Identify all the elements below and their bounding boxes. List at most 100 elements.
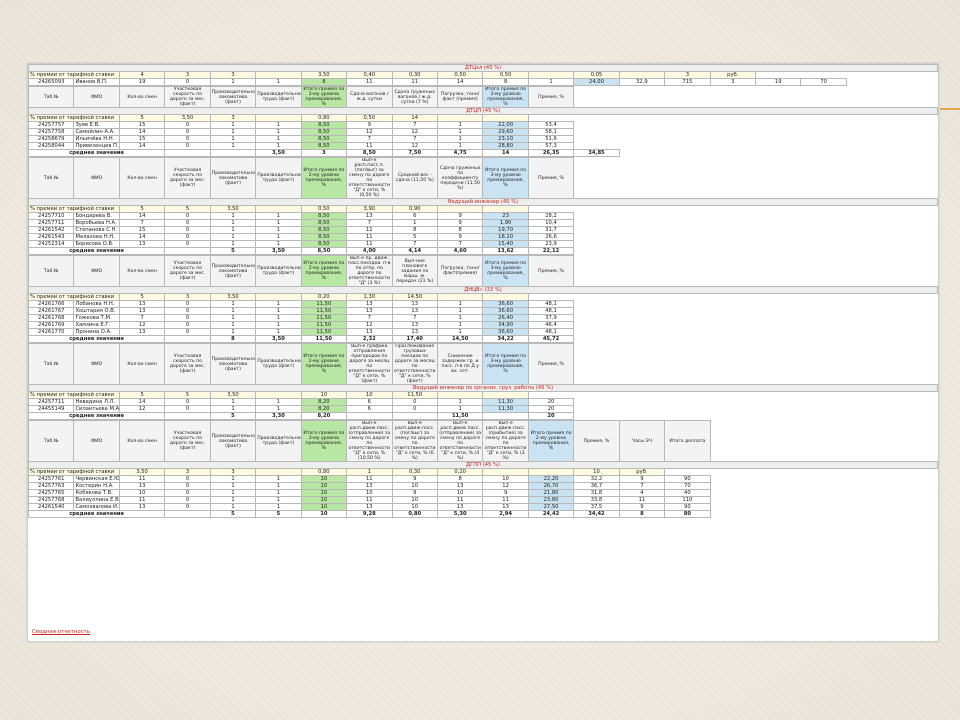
table-cell: 10 bbox=[436, 489, 484, 497]
column-header: Итого премия по 2-му уровню премирования… bbox=[300, 255, 348, 287]
table-cell: 1 bbox=[209, 398, 257, 406]
percent-cell: 0,40 bbox=[346, 71, 393, 79]
average-cell: 9,28 bbox=[346, 510, 393, 518]
table-row: 24257763 Костерин Н.А. 13 0 1 1 10 13 10 13 12 26,7… bbox=[28, 482, 938, 490]
tariff-percent-row: % премии от тарифной ставки 5 5 3,50 0,50 3,9… bbox=[28, 205, 938, 213]
table-cell: 1 bbox=[255, 233, 302, 241]
column-header: Сдача груженых по коэффициенту передачи … bbox=[436, 157, 484, 199]
table-cell: 14 bbox=[436, 78, 484, 86]
percent-cell: 0,50 bbox=[346, 114, 393, 122]
table-cell: 1 bbox=[436, 142, 484, 150]
column-header: Кол-во смен bbox=[118, 343, 166, 385]
percent-cell: 10 bbox=[300, 391, 348, 399]
percent-cell: руб. bbox=[709, 71, 757, 79]
average-cell bbox=[164, 247, 211, 255]
table-cell: 1 bbox=[255, 405, 302, 413]
table-cell: 11,50 bbox=[300, 328, 348, 336]
column-header: Участковая скорость по дороге за мес. (ф… bbox=[164, 86, 211, 108]
percent-cell: 10 bbox=[573, 468, 620, 476]
table-cell: 0 bbox=[164, 503, 211, 511]
table-cell: 1 bbox=[209, 489, 257, 497]
column-header: Итого премия по 3-му уровню премирования… bbox=[482, 343, 529, 385]
table-cell: 10 bbox=[300, 496, 348, 504]
average-cell: 8 bbox=[209, 335, 257, 343]
column-header: Итого премия по 3-му уровню премирования… bbox=[482, 86, 529, 108]
tariff-percent-row: % премии от тарифной ставки 4 3 3 3,50 0,40 0,… bbox=[28, 71, 938, 79]
percent-cell: 0,80 bbox=[300, 114, 348, 122]
table-cell: 0 bbox=[164, 398, 211, 406]
table-cell: 11 bbox=[436, 496, 484, 504]
percent-cell: 3 bbox=[164, 293, 211, 301]
table-header-row: Таб.№ ФИО Кол-во смен Участковая скорость п… bbox=[28, 343, 938, 385]
table-cell: 7 bbox=[118, 314, 166, 322]
table-cell: Червинская Е.Ю. bbox=[73, 475, 120, 483]
table-row: 24261767 Хоштария О.В. 13 0 1 1 11,50 13 13 1 36,6… bbox=[28, 307, 938, 315]
table-cell: 12 bbox=[346, 128, 393, 136]
table-cell: 1 bbox=[209, 212, 257, 220]
table-cell: 7 bbox=[436, 240, 484, 248]
table-cell: 48,1 bbox=[527, 307, 575, 315]
table-cell: 90 bbox=[664, 475, 711, 483]
table-cell: 1 bbox=[209, 226, 257, 234]
table-block-5: Таб.№ ФИО Кол-во смен Участковая скорость п… bbox=[28, 420, 938, 518]
average-row: среднее значение 5 3,30 8,20 11,50 20 bbox=[28, 412, 938, 420]
percent-cell: 5 bbox=[164, 205, 211, 213]
table-cell: 23,10 bbox=[482, 135, 529, 143]
summary-report-link[interactable]: Сводная отчетность bbox=[32, 629, 90, 635]
average-cell: 4,14 bbox=[391, 247, 438, 255]
percent-cell bbox=[527, 71, 575, 79]
percent-cell: 0,50 bbox=[300, 205, 348, 213]
table-row: 24257765 Кобякова Т.В. 10 0 1 1 10 10 9 10 9 21,80 3… bbox=[28, 489, 938, 497]
table-block-3: Таб.№ ФИО Кол-во смен Участковая скорость п… bbox=[28, 255, 938, 343]
table-cell: 1 bbox=[436, 328, 484, 336]
average-cell bbox=[164, 335, 211, 343]
table-cell: 1 bbox=[436, 135, 484, 143]
average-cell: 3,50 bbox=[255, 247, 302, 255]
percent-cell: 0,30 bbox=[391, 71, 438, 79]
average-cell: 2,32 bbox=[346, 335, 393, 343]
column-header: Кол-во смен bbox=[118, 157, 166, 199]
table-cell: 3 bbox=[709, 78, 757, 86]
column-header: Средний вес - сдача (11,50 %) bbox=[391, 157, 438, 199]
average-cell: 45,72 bbox=[527, 335, 575, 343]
table-cell: 13 bbox=[346, 328, 393, 336]
average-cell: 5 bbox=[209, 510, 257, 518]
table-cell: 0 bbox=[164, 240, 211, 248]
average-cell: 4,00 bbox=[346, 247, 393, 255]
table-cell: 12 bbox=[391, 142, 438, 150]
average-cell bbox=[164, 412, 211, 420]
table-cell: 11,50 bbox=[300, 314, 348, 322]
percent-cell: % премии от тарифной ставки bbox=[28, 205, 120, 213]
table-cell: 6 bbox=[346, 398, 393, 406]
table-cell: 0 bbox=[164, 328, 211, 336]
column-header: Производительность труда (факт) bbox=[255, 86, 302, 108]
table-row: 24258679 Ильичёва Н.Н. 15 0 1 1 8,50 7 7 1 23,10 51… bbox=[28, 135, 938, 143]
percent-cell: 3,50 bbox=[209, 205, 257, 213]
table-cell: 10 bbox=[391, 482, 438, 490]
column-header: Производительность труда (факт) bbox=[255, 157, 302, 199]
percent-cell bbox=[255, 71, 302, 79]
table-cell: 1 bbox=[255, 78, 302, 86]
table-cell: 1 bbox=[255, 142, 302, 150]
table-row: 24261770 Пронина О.А. 13 0 1 1 11,50 13 13 1 36,60… bbox=[28, 328, 938, 336]
table-cell: 29,60 bbox=[482, 128, 529, 136]
table-cell: Степанова С.Н. bbox=[73, 226, 120, 234]
table-cell: 7 bbox=[618, 482, 666, 490]
table-cell: 11 bbox=[391, 78, 438, 86]
column-header: Участковая скорость по дороге за мес. (ф… bbox=[164, 343, 211, 385]
table-row: 24257757 Зуев Е.В. 15 0 1 1 8,50 9 7 1 22,00 53,4 bbox=[28, 121, 938, 129]
column-header: Таб.№ bbox=[28, 157, 75, 199]
table-cell: 0 bbox=[164, 482, 211, 490]
table-cell: 715 bbox=[664, 78, 711, 86]
table-cell: 0 bbox=[164, 212, 211, 220]
table-cell: 1 bbox=[209, 307, 257, 315]
table-cell: Силантьева М.А. bbox=[73, 405, 120, 413]
table-cell: 1 bbox=[209, 321, 257, 329]
column-header: Участковая скорость по дороге за мес. (ф… bbox=[164, 255, 211, 287]
percent-cell: руб. bbox=[618, 468, 666, 476]
column-header: Премия, % bbox=[527, 157, 575, 199]
average-row: среднее значение 8 3,50 11,50 2,32 17,40 14,50… bbox=[28, 335, 938, 343]
percent-cell: 3 bbox=[164, 468, 211, 476]
table-cell: 1 bbox=[209, 496, 257, 504]
average-cell: 4,75 bbox=[436, 149, 484, 157]
